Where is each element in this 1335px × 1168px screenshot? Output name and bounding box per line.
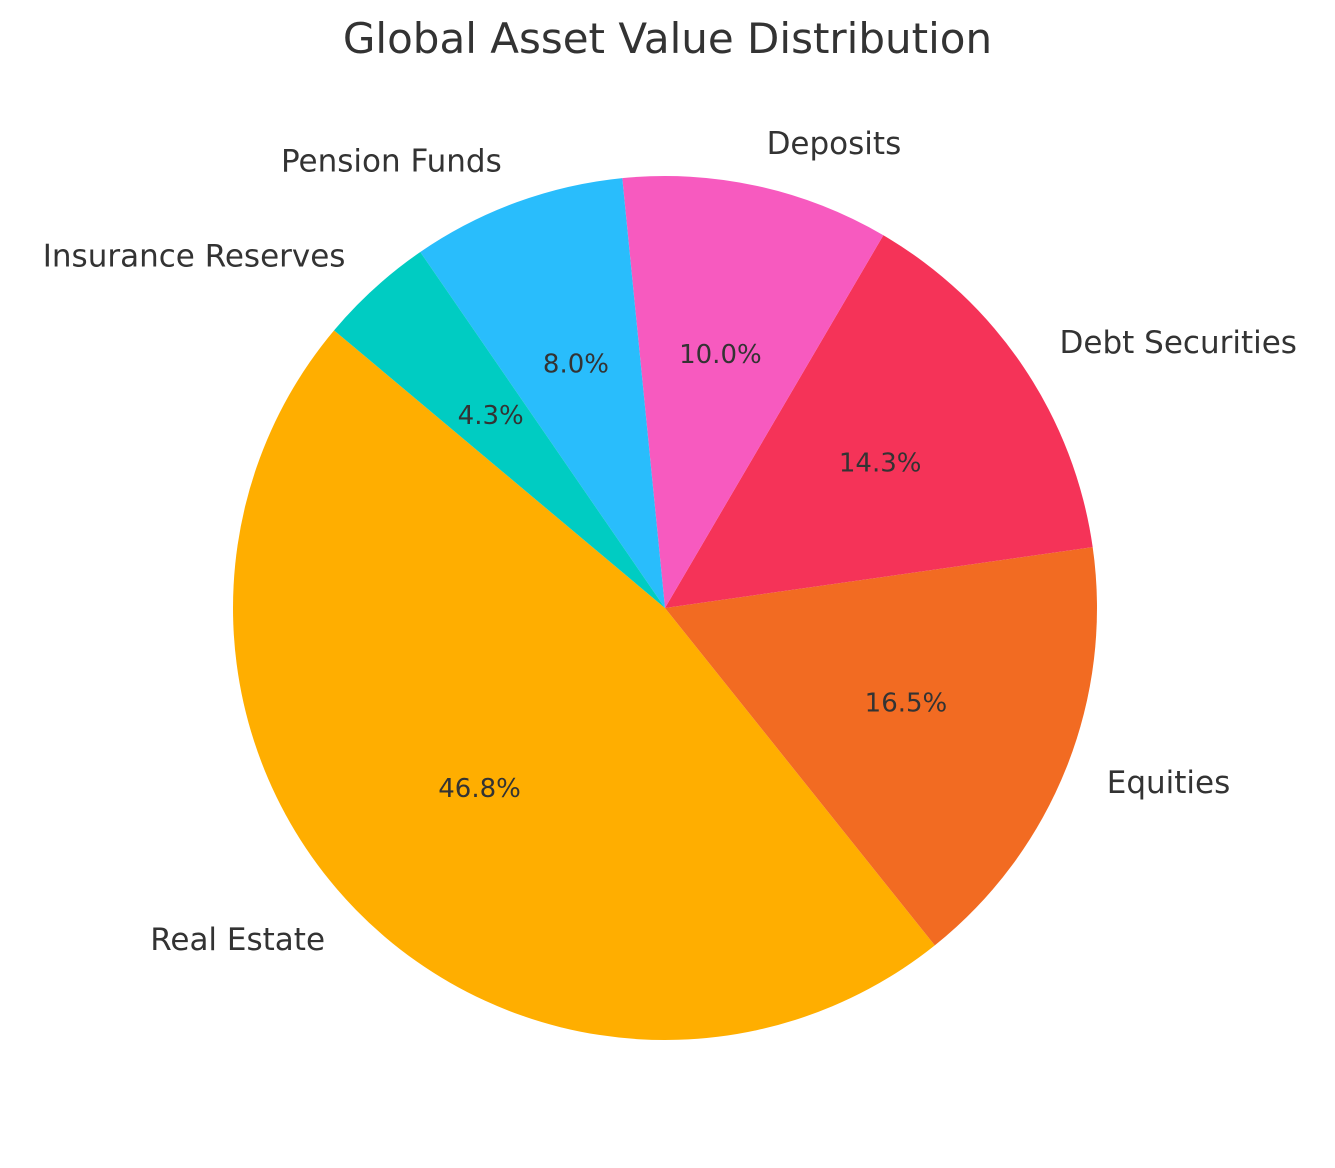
pie-slice-real-estate bbox=[232, 330, 935, 1041]
pie-slice-deposits bbox=[622, 176, 884, 609]
category-label-deposits: Deposits bbox=[767, 126, 902, 162]
percent-label-insurance-reserves: 4.3% bbox=[458, 401, 524, 431]
percent-labels: 46.8% 16.5% 14.3% 10.0% 8.0% 4.3% bbox=[438, 340, 947, 804]
category-label-real-estate: Real Estate bbox=[150, 922, 325, 958]
percent-label-debt-securities: 14.3% bbox=[839, 449, 922, 479]
pie-slice-pension-funds bbox=[420, 178, 665, 609]
pie-slices bbox=[232, 176, 1097, 1041]
category-label-debt-securities: Debt Securities bbox=[1060, 325, 1297, 361]
percent-label-real-estate: 46.8% bbox=[438, 774, 521, 804]
category-label-pension-funds: Pension Funds bbox=[281, 144, 502, 180]
pie-slice-insurance-reserves bbox=[334, 251, 665, 609]
category-labels: Real Estate Equities Debt Securities Deposi… bbox=[43, 126, 1297, 958]
percent-label-deposits: 10.0% bbox=[679, 340, 762, 370]
category-label-equities: Equities bbox=[1107, 765, 1231, 801]
chart-title: Global Asset Value Distribution bbox=[342, 14, 993, 63]
pie-slice-equities bbox=[665, 547, 1097, 946]
percent-label-equities: 16.5% bbox=[865, 689, 948, 719]
pie-slice-debt-securities bbox=[665, 235, 1093, 608]
percent-label-pension-funds: 8.0% bbox=[543, 350, 609, 380]
category-label-insurance-reserves: Insurance Reserves bbox=[43, 238, 346, 274]
